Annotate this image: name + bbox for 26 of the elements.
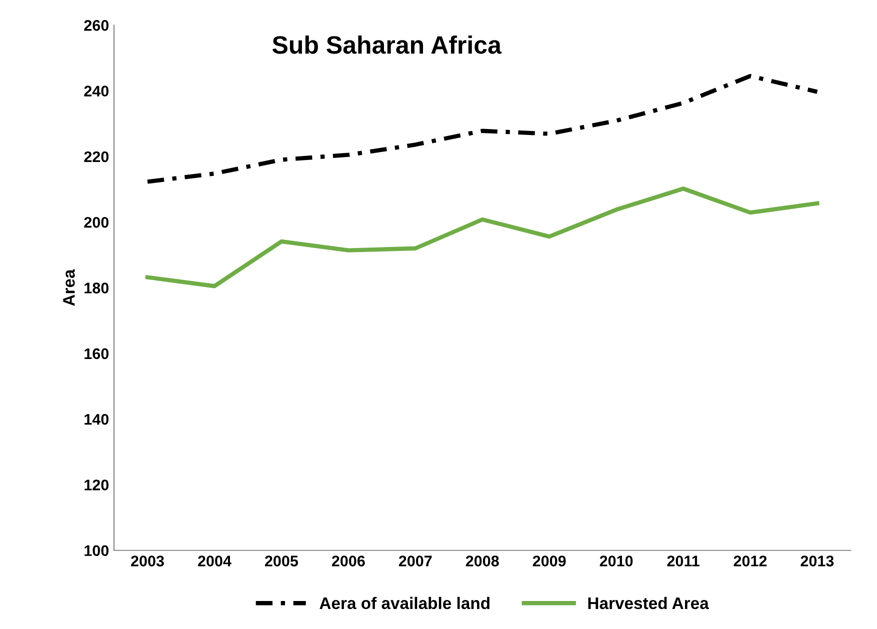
x-tick-label: 2011	[667, 556, 700, 566]
x-tick-label: 2010	[600, 556, 633, 566]
x-tick-label: 2009	[532, 556, 566, 566]
x-tick-label: 2008	[466, 556, 499, 566]
y-axis-title: Area	[63, 269, 75, 306]
x-tick-label: 2013	[800, 556, 834, 566]
y-tick-label: 140	[84, 414, 109, 425]
x-tick-label: 2005	[264, 556, 298, 566]
y-tick-label: 240	[84, 86, 109, 96]
y-tick-label: 120	[84, 480, 109, 490]
y-tick-label: 200	[84, 216, 109, 228]
x-tick-label: 2006	[332, 556, 365, 566]
x-tick-label: 2004	[198, 556, 232, 566]
line-series	[145, 186, 820, 288]
y-tick-label: 220	[84, 151, 109, 162]
y-tick-label: 160	[84, 348, 109, 360]
y-tick-label: 100	[84, 545, 109, 556]
y-tick-label: 260	[84, 20, 109, 31]
x-tick-label: 2003	[131, 556, 164, 566]
legend-label: Harvested Area	[588, 596, 709, 610]
chart-title: Sub Saharan Africa	[272, 35, 502, 54]
x-tick-label: 2012	[734, 556, 767, 566]
x-tick-label: 2007	[398, 556, 432, 566]
legend-label: Aera of available land	[320, 596, 490, 610]
y-tick-label: 180	[84, 282, 109, 294]
line-series	[145, 74, 820, 184]
